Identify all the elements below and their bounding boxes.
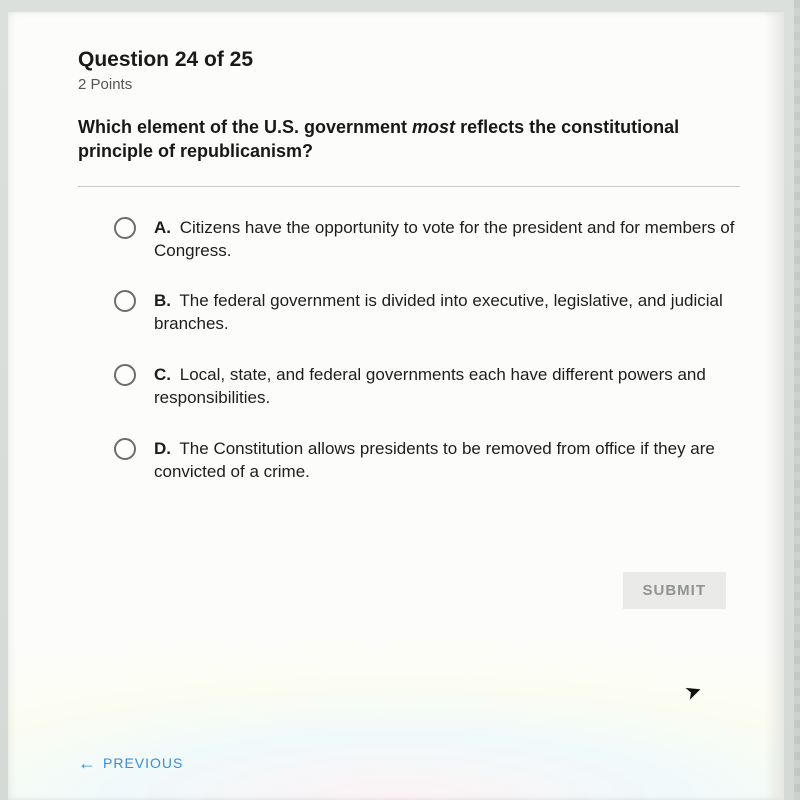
- option-b[interactable]: B. The federal government is divided int…: [114, 290, 740, 336]
- arrow-left-icon: ←: [78, 754, 97, 772]
- option-d[interactable]: D. The Constitution allows presidents to…: [114, 438, 740, 484]
- screen-frame: Question 24 of 25 2 Points Which element…: [0, 0, 800, 800]
- option-c-letter: C.: [154, 365, 171, 384]
- option-d-letter: D.: [154, 439, 171, 458]
- question-text-before: Which element of the U.S. government: [78, 117, 412, 137]
- quiz-panel: Question 24 of 25 2 Points Which element…: [8, 12, 784, 800]
- cursor-icon: ➤: [681, 677, 705, 706]
- radio-a[interactable]: [114, 217, 136, 239]
- right-gutter: [764, 12, 784, 800]
- moire-overlay: [8, 445, 784, 800]
- option-d-body: The Constitution allows presidents to be…: [154, 439, 715, 481]
- binder-edge: [794, 0, 800, 800]
- previous-button[interactable]: ← PREVIOUS: [78, 754, 183, 772]
- option-d-text: D. The Constitution allows presidents to…: [154, 438, 740, 484]
- radio-d[interactable]: [114, 438, 136, 460]
- submit-button[interactable]: SUBMIT: [623, 572, 727, 609]
- question-text: Which element of the U.S. government mos…: [78, 115, 740, 164]
- option-a-text: A. Citizens have the opportunity to vote…: [154, 217, 740, 263]
- option-a-body: Citizens have the opportunity to vote fo…: [154, 218, 734, 260]
- options-list: A. Citizens have the opportunity to vote…: [78, 217, 740, 485]
- option-c-body: Local, state, and federal governments ea…: [154, 365, 706, 407]
- option-b-text: B. The federal government is divided int…: [154, 290, 740, 336]
- question-text-emph: most: [412, 117, 455, 137]
- divider: [78, 186, 740, 187]
- previous-label: PREVIOUS: [103, 755, 183, 771]
- option-c-text: C. Local, state, and federal governments…: [154, 364, 740, 410]
- radio-b[interactable]: [114, 290, 136, 312]
- question-points: 2 Points: [78, 76, 740, 93]
- option-b-body: The federal government is divided into e…: [154, 291, 723, 333]
- option-a-letter: A.: [154, 218, 171, 237]
- option-c[interactable]: C. Local, state, and federal governments…: [114, 364, 740, 410]
- question-number: Question 24 of 25: [78, 48, 740, 72]
- option-a[interactable]: A. Citizens have the opportunity to vote…: [114, 217, 740, 263]
- radio-c[interactable]: [114, 364, 136, 386]
- option-b-letter: B.: [154, 291, 171, 310]
